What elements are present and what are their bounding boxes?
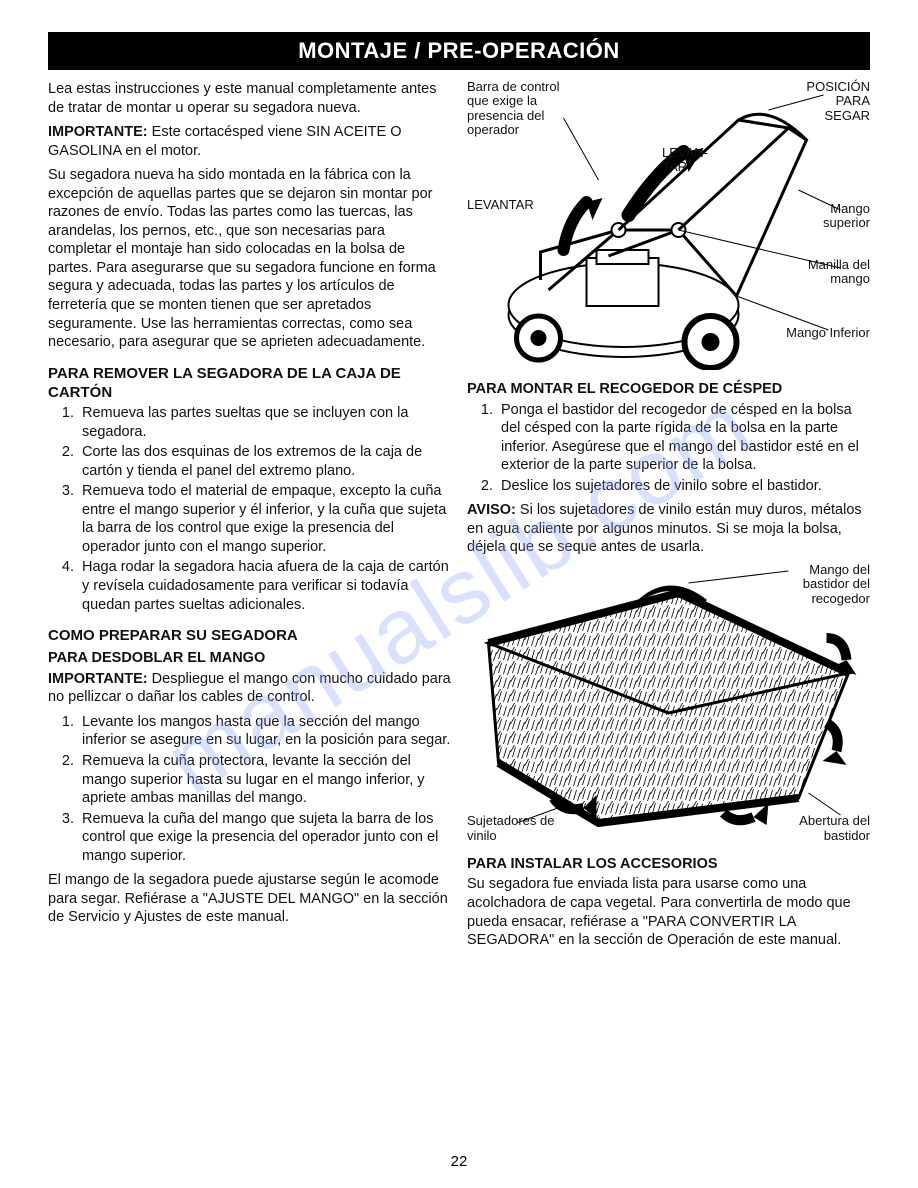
figure-mower-handle: Barra de control que exige la presencia …: [467, 80, 870, 370]
importante2-label: IMPORTANTE:: [48, 671, 148, 687]
left-column: Lea estas instrucciones y este manual co…: [48, 80, 451, 956]
unfold-list: Levante los mangos hasta que la sección …: [48, 713, 451, 865]
list-item: Remueva todo el material de empaque, exc…: [78, 482, 451, 556]
handle-adjust-paragraph: El mango de la segadora puede ajustarse …: [48, 871, 451, 927]
list-item: Remueva las partes sueltas que se incluy…: [78, 404, 451, 441]
accessories-paragraph: Su segadora fue enviada lista para usars…: [467, 875, 870, 949]
importante-label: IMPORTANTE:: [48, 124, 148, 140]
label-mango-inferior: Mango Inferior: [786, 326, 870, 340]
two-column-layout: Lea estas instrucciones y este manual co…: [48, 80, 870, 956]
heading-unfold-handle: PARA DESDOBLAR EL MANGO: [48, 649, 451, 668]
page-number: 22: [0, 1153, 918, 1170]
list-item: Ponga el bastidor del recogedor de céspe…: [497, 401, 870, 475]
heading-mount-grass-catcher: PARA MONTAR EL RECOGEDOR DE CÉSPED: [467, 380, 870, 399]
label-sujetadores-vinilo: Sujetadores de vinilo: [467, 814, 557, 843]
list-item: Remueva la cuña del mango que sujeta la …: [78, 810, 451, 866]
list-item: Haga rodar la segadora hacia afuera de l…: [78, 558, 451, 614]
remove-list: Remueva las partes sueltas que se incluy…: [48, 404, 451, 614]
heading-prepare-mower: COMO PREPARAR SU SEGADORA: [48, 626, 451, 645]
list-item: Levante los mangos hasta que la sección …: [78, 713, 451, 750]
label-mango-superior: Mango superior: [810, 202, 870, 231]
label-posicion-segar: POSICIÓN PARA SEGAR: [790, 80, 870, 123]
list-item: Corte las dos esquinas de los extremos d…: [78, 443, 451, 480]
right-column: Barra de control que exige la presencia …: [467, 80, 870, 956]
assembly-paragraph: Su segadora nueva ha sido montada en la …: [48, 166, 451, 351]
heading-install-accessories: PARA INSTALAR LOS ACCESORIOS: [467, 855, 870, 874]
importante-paragraph: IMPORTANTE: Este cortacésped viene SIN A…: [48, 123, 451, 160]
list-item: Deslice los sujetadores de vinilo sobre …: [497, 477, 870, 496]
label-barra-control: Barra de control que exige la presencia …: [467, 80, 577, 137]
list-item: Remueva la cuña protectora, levante la s…: [78, 752, 451, 808]
heading-remove-from-box: PARA REMOVER LA SEGADORA DE LA CAJA DE C…: [48, 364, 451, 402]
label-levantar-2: LEVANTAR: [467, 198, 534, 212]
label-manilla-mango: Manilla del mango: [795, 258, 870, 287]
label-abertura-bastidor: Abertura del bastidor: [780, 814, 870, 843]
label-mango-bastidor: Mango del bastidor del recogedor: [790, 563, 870, 606]
aviso-label: AVISO:: [467, 502, 516, 518]
label-levantar-1: LEVAN- TAR: [662, 146, 722, 175]
importante2-paragraph: IMPORTANTE: Despliegue el mango con much…: [48, 670, 451, 707]
aviso-text: Si los sujetadores de vinilo están muy d…: [467, 502, 862, 555]
intro-paragraph: Lea estas instrucciones y este manual co…: [48, 80, 451, 117]
figure-grass-catcher: Mango del bastidor del recogedor Sujetad…: [467, 563, 870, 843]
grass-catcher-list: Ponga el bastidor del recogedor de céspe…: [467, 401, 870, 496]
manual-page: manualslib.com MONTAJE / PRE-OPERACIÓN L…: [0, 0, 918, 1188]
aviso-paragraph: AVISO: Si los sujetadores de vinilo está…: [467, 501, 870, 557]
section-title-bar: MONTAJE / PRE-OPERACIÓN: [48, 32, 870, 70]
